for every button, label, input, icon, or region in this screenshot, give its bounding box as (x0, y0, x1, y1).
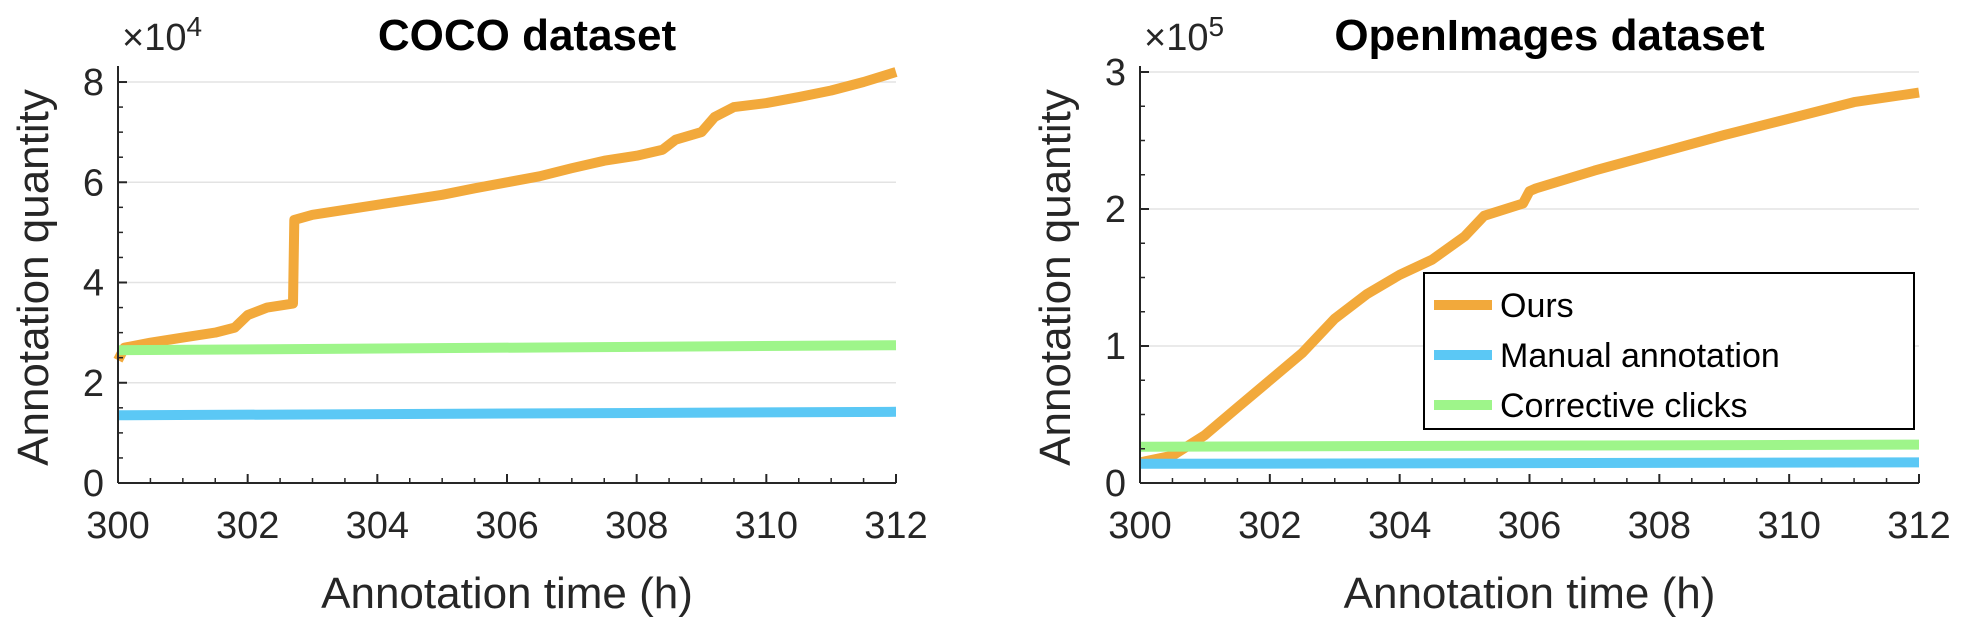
y-axis-label: Annotation quantity (9, 89, 58, 466)
openimages-chart: 300 302 304 306 308 310 312 0 1 2 3 ×105 OpenImages … (1031, 11, 1951, 618)
y-tick-label: 0 (1105, 463, 1126, 505)
x-tick-label: 310 (735, 505, 798, 547)
legend-label: Manual annotation (1500, 337, 1780, 375)
y-tick-label: 0 (83, 463, 104, 505)
x-tick-label: 312 (1887, 505, 1950, 547)
x-axis-label: Annotation time (h) (1344, 569, 1716, 618)
y-tick-label: 8 (83, 62, 104, 104)
y-tick-label: 2 (1105, 189, 1126, 231)
y-axis-label: Annotation quantity (1031, 89, 1080, 466)
y-tick-label: 3 (1105, 52, 1126, 94)
series-line-manual (1139, 457, 1920, 469)
x-tick-label: 302 (216, 505, 279, 547)
y-tick-label: 2 (83, 363, 104, 405)
x-tick-label: 308 (605, 505, 668, 547)
y-multiplier-exponent: 5 (1208, 11, 1224, 42)
y-tick-label: 4 (83, 263, 104, 305)
chart-title: COCO dataset (378, 11, 677, 60)
x-tick-label: 304 (1368, 505, 1431, 547)
y-multiplier: ×105 (1144, 11, 1224, 59)
legend: Ours Manual annotation Corrective clicks (1423, 272, 1915, 430)
y-multiplier-exponent: 4 (186, 11, 202, 42)
series-line-corrective (1139, 439, 1920, 452)
x-tick-label: 300 (1108, 505, 1171, 547)
series-line-ours (1138, 87, 1920, 468)
y-multiplier: ×104 (122, 11, 202, 59)
legend-box (1423, 272, 1915, 430)
y-tick-label: 1 (1105, 326, 1126, 368)
legend-label: Ours (1500, 287, 1574, 325)
x-tick-label: 302 (1238, 505, 1301, 547)
x-tick-label: 306 (475, 505, 538, 547)
x-tick-label: 308 (1628, 505, 1691, 547)
x-axis-label: Annotation time (h) (321, 569, 693, 618)
series-line-corrective (117, 340, 897, 356)
x-tick-label: 306 (1498, 505, 1561, 547)
y-multiplier-base: ×10 (122, 17, 186, 59)
x-tick-label: 310 (1757, 505, 1820, 547)
legend-label: Corrective clicks (1500, 387, 1747, 425)
chart-title: OpenImages dataset (1334, 11, 1765, 60)
series-line-ours (113, 67, 898, 363)
y-multiplier-base: ×10 (1144, 17, 1208, 59)
x-tick-label: 300 (86, 505, 149, 547)
y-tick-label: 6 (83, 162, 104, 204)
x-tick-label: 312 (864, 505, 927, 547)
series-line-manual (117, 406, 897, 421)
x-tick-label: 304 (346, 505, 409, 547)
